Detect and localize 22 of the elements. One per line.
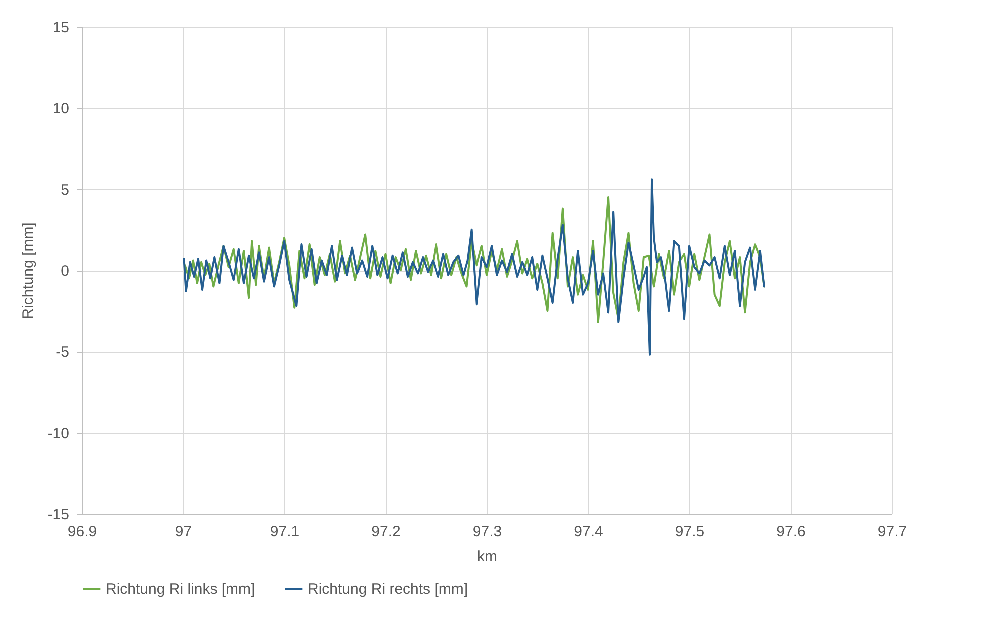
y-tick-label: -5 (56, 344, 70, 362)
y-tick-label: 15 (52, 20, 70, 36)
x-tick-label: 97.7 (878, 524, 908, 540)
legend-label: Richtung Ri rechts [mm] (308, 581, 468, 598)
line-series (183, 178, 766, 356)
x-tick-label: 96.9 (68, 524, 98, 540)
x-tick-label: 97.4 (574, 524, 604, 540)
legend-label: Richtung Ri links [mm] (106, 581, 256, 598)
x-tick-label: 97.1 (270, 524, 300, 540)
x-tick-label: 97 (175, 524, 192, 540)
x-tick-label: 97.6 (776, 524, 806, 540)
y-tick-label: 5 (61, 182, 70, 199)
x-axis-title: km (478, 548, 498, 566)
y-tick-label: -15 (48, 506, 70, 524)
x-tick-label: 97.2 (372, 524, 401, 540)
y-tick-label: 0 (61, 263, 70, 280)
y-tick-label: 10 (52, 100, 70, 118)
line-series (184, 196, 766, 324)
x-tick-label: 97.3 (472, 524, 502, 540)
y-axis-title: Richtung [mm] (20, 222, 37, 320)
x-tick-label: 97.5 (675, 524, 705, 540)
y-tick-label: -10 (48, 425, 70, 442)
